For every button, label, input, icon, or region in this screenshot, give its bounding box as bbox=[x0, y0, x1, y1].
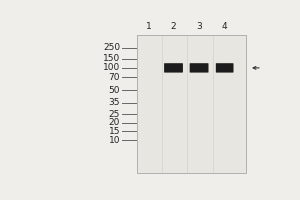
Bar bbox=[137, 35, 246, 173]
Text: 15: 15 bbox=[109, 127, 120, 136]
Text: 20: 20 bbox=[109, 118, 120, 127]
FancyBboxPatch shape bbox=[190, 63, 208, 73]
Text: 35: 35 bbox=[109, 98, 120, 107]
Text: 10: 10 bbox=[109, 136, 120, 145]
Text: 1: 1 bbox=[146, 22, 152, 31]
Text: 4: 4 bbox=[222, 22, 227, 31]
Text: 70: 70 bbox=[109, 73, 120, 82]
Text: 2: 2 bbox=[171, 22, 176, 31]
Text: 150: 150 bbox=[103, 54, 120, 63]
FancyBboxPatch shape bbox=[164, 63, 183, 73]
Text: 250: 250 bbox=[103, 43, 120, 52]
Text: 100: 100 bbox=[103, 63, 120, 72]
Text: 25: 25 bbox=[109, 110, 120, 119]
Text: 3: 3 bbox=[196, 22, 202, 31]
FancyBboxPatch shape bbox=[216, 63, 233, 73]
Text: 50: 50 bbox=[109, 86, 120, 95]
